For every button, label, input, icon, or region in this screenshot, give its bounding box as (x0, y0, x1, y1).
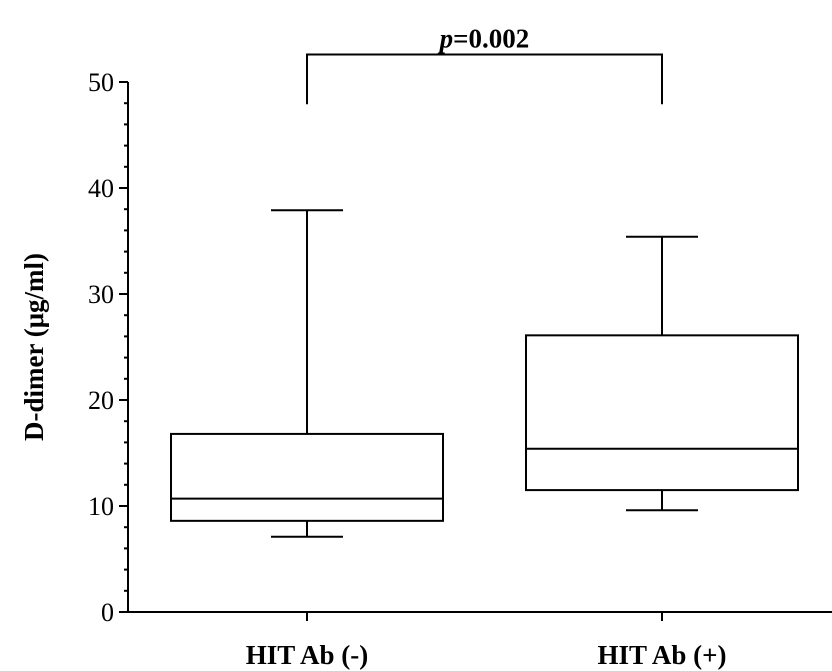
y-tick-label: 50 (88, 68, 114, 97)
x-axis (128, 611, 832, 621)
y-tick-label: 40 (88, 174, 114, 203)
y-axis-title: D-dimer (μg/ml) (19, 253, 49, 441)
y-tick-label: 20 (88, 386, 114, 415)
significance-bracket (306, 53, 663, 105)
boxes (170, 209, 799, 538)
category-label: HIT Ab (-) (246, 640, 369, 670)
p-value-label: p=0.002 (438, 23, 530, 53)
category-labels: HIT Ab (-) HIT Ab (+) (246, 640, 727, 670)
y-tick-label: 0 (101, 598, 114, 627)
box-hit-ab-positive (525, 235, 799, 512)
p-value: =0.002 (453, 23, 529, 53)
y-tick-label: 30 (88, 280, 114, 309)
box-hit-ab-negative (170, 209, 444, 538)
bracket-line (306, 53, 663, 105)
category-label: HIT Ab (+) (598, 640, 727, 670)
y-tick-label: 10 (88, 492, 114, 521)
y-axis: 0 10 20 30 40 50 (88, 68, 129, 627)
iqr-box (525, 334, 799, 492)
p-symbol: p (438, 23, 454, 53)
iqr-box (170, 432, 444, 522)
